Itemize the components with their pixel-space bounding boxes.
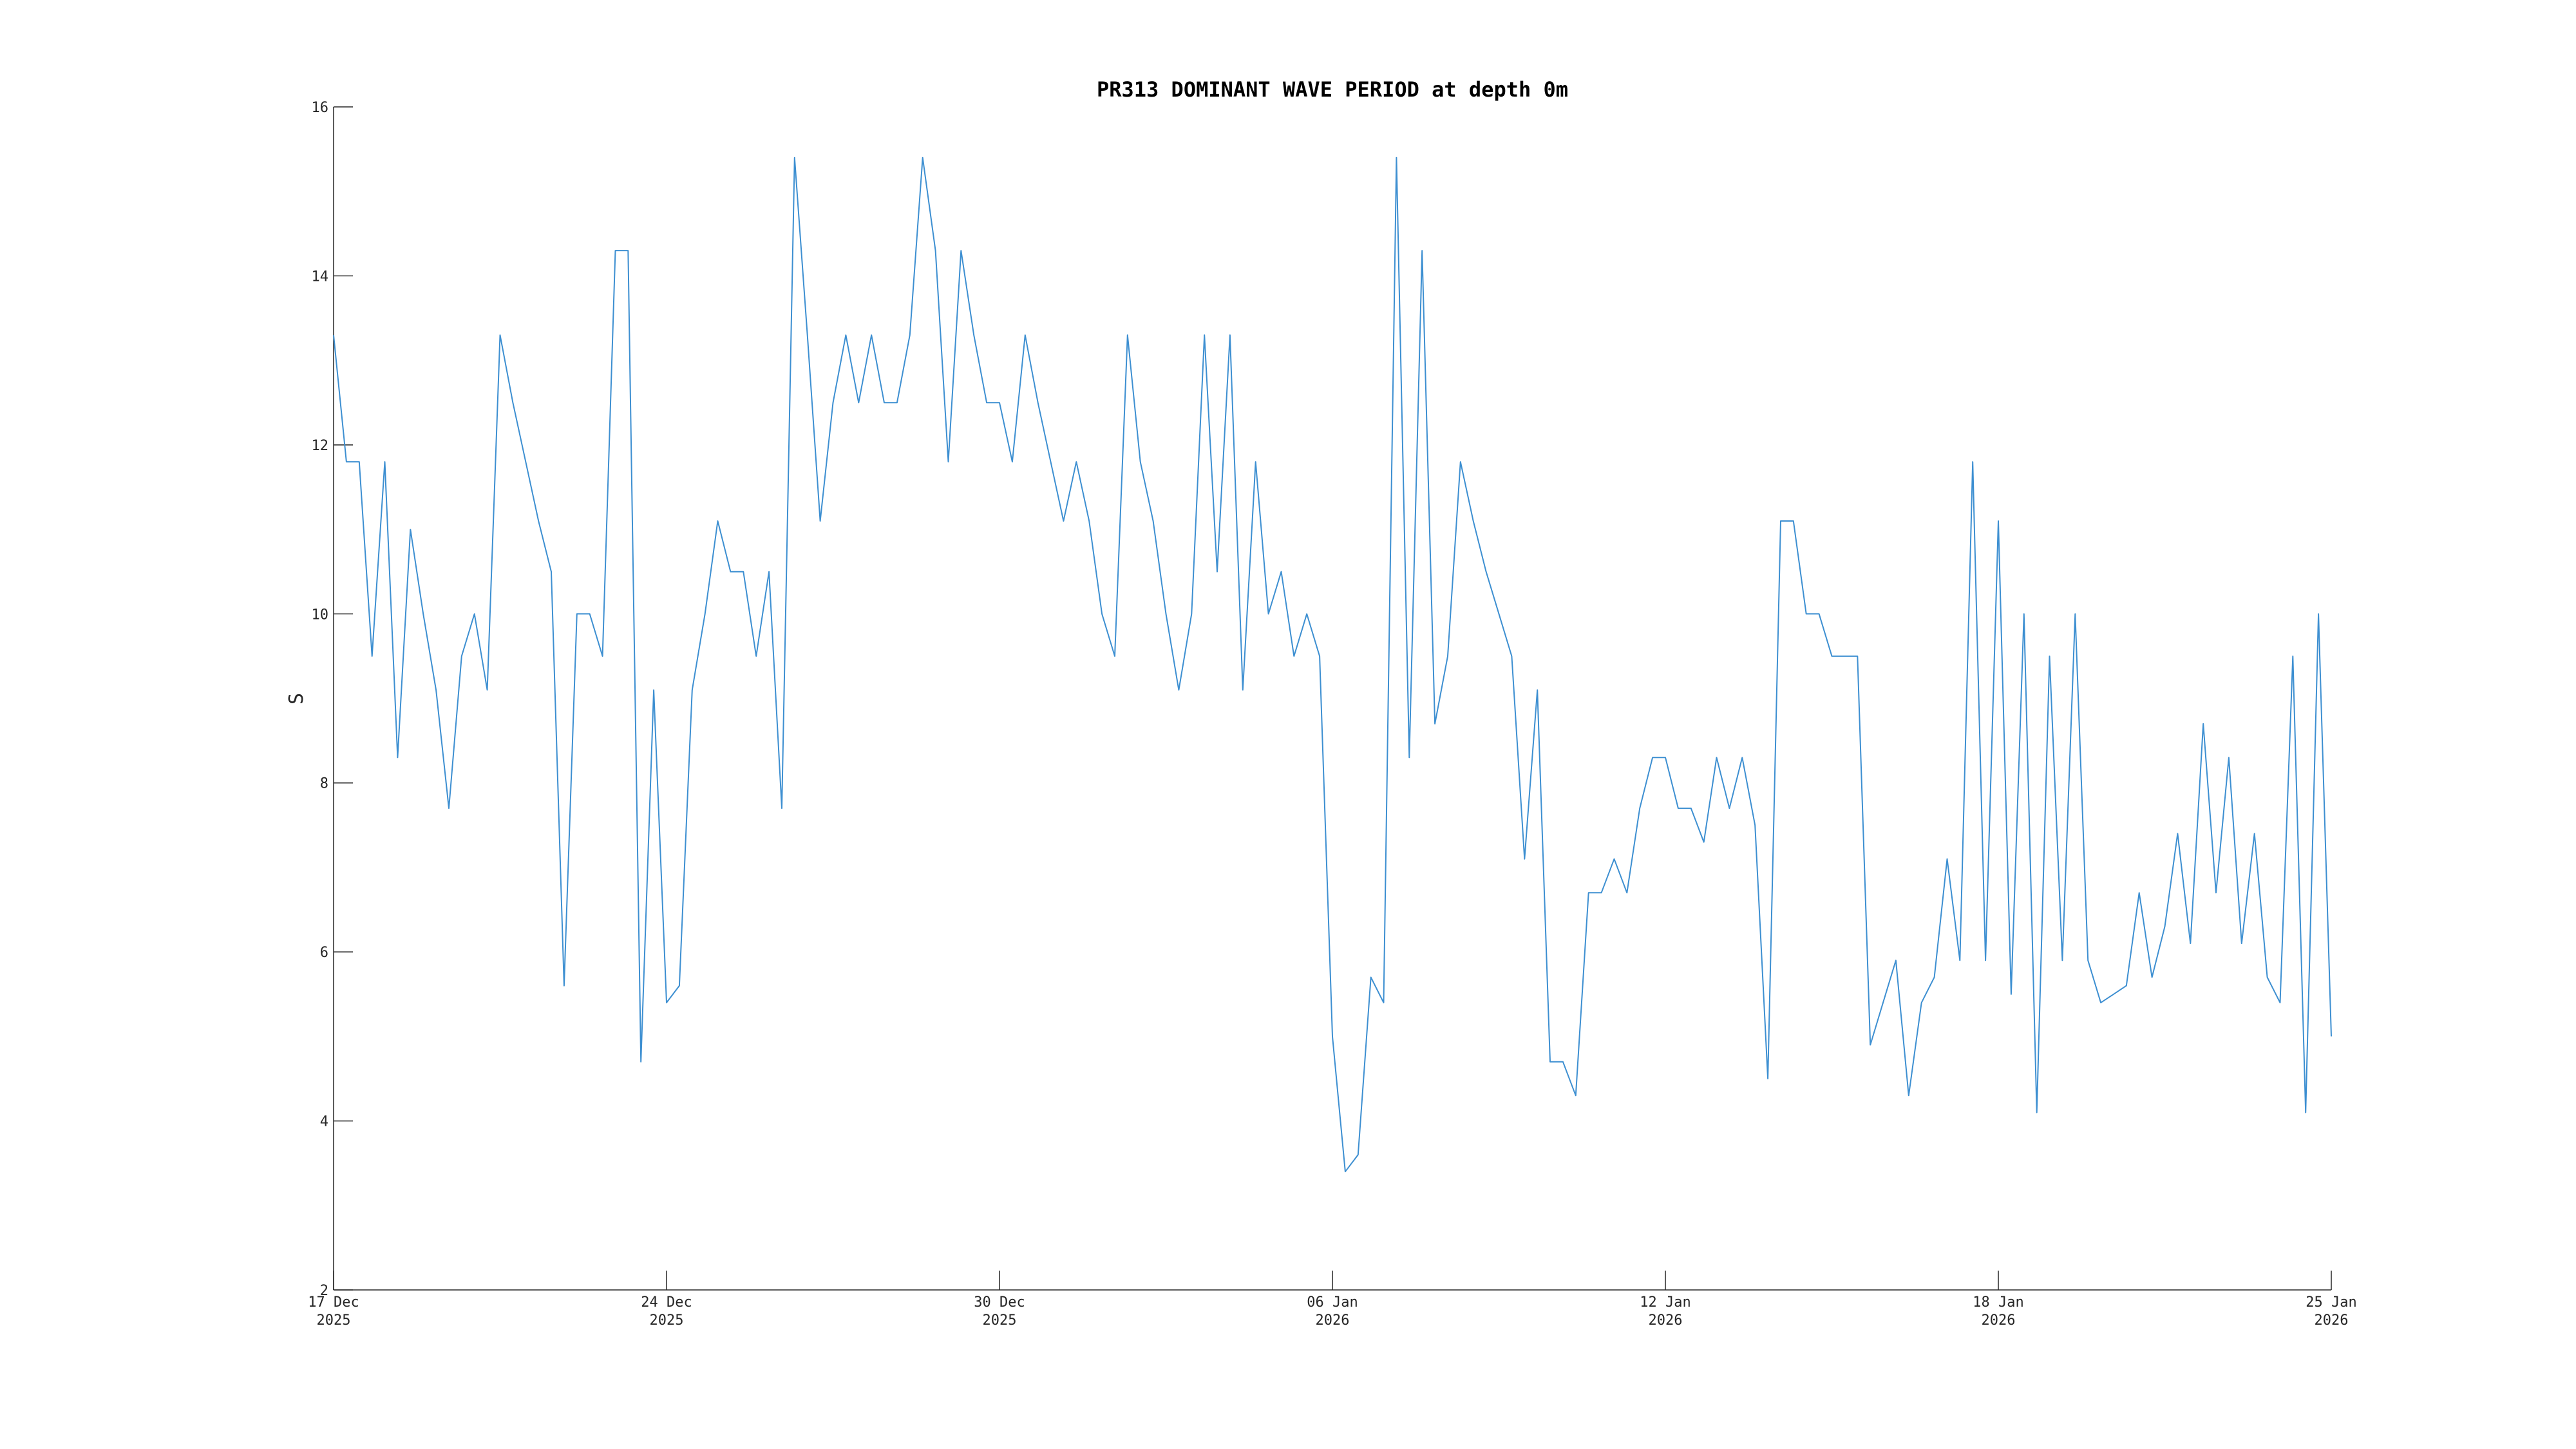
y-tick-label: 12 [312, 438, 329, 454]
y-tick-label: 2 [320, 1283, 328, 1299]
chart-title: PR313 DOMINANT WAVE PERIOD at depth 0m [1097, 77, 1568, 102]
y-tick-label: 16 [312, 100, 329, 116]
x-tick-label: 06 Jan 2026 [1307, 1294, 1358, 1329]
y-axis-label: S [285, 693, 308, 705]
y-tick-label: 6 [320, 945, 328, 961]
x-tick-label: 30 Dec 2025 [974, 1294, 1025, 1329]
x-tick-label: 17 Dec 2025 [308, 1294, 359, 1329]
y-tick-label: 4 [320, 1114, 328, 1130]
x-tick-label: 25 Jan 2026 [2306, 1294, 2357, 1329]
y-tick-label: 10 [312, 607, 329, 623]
y-tick-label: 14 [312, 269, 329, 285]
x-tick-label: 18 Jan 2026 [1973, 1294, 2024, 1329]
data-line [333, 156, 2332, 1173]
x-tick-label: 12 Jan 2026 [1640, 1294, 1691, 1329]
x-tick-label: 24 Dec 2025 [641, 1294, 692, 1329]
y-tick-label: 8 [320, 776, 328, 792]
